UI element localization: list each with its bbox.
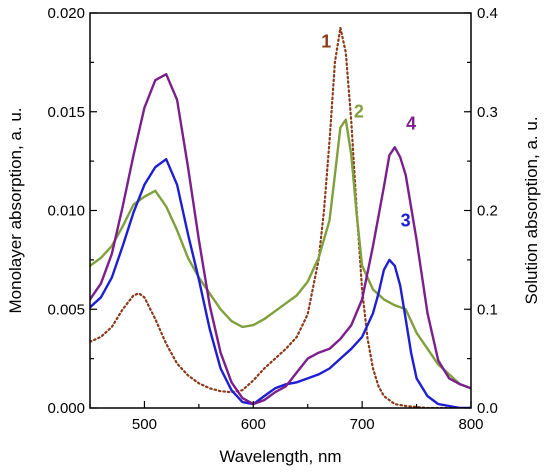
series-line-4: [90, 72, 471, 406]
annotations-layer: 1 2 3 4: [321, 32, 416, 231]
y-right-tick-label: 0.1: [477, 301, 498, 318]
y-right-tick-label: 0.0: [477, 400, 498, 417]
left-y-axis-title: Monolayer absorption, a. u.: [6, 107, 25, 313]
y-left-tick-label: 0.010: [47, 203, 85, 220]
series-line-3: [90, 157, 471, 408]
series-line-2: [90, 118, 471, 390]
x-tick-label: 600: [241, 416, 266, 433]
series-label-3: 3: [401, 210, 411, 230]
ticks-layer: 500 600 700 800 0.000 0.005 0.010 0.015 0.020 0.0…: [47, 5, 497, 433]
x-tick-label: 800: [458, 416, 483, 433]
y-right-tick-label: 0.2: [477, 203, 498, 220]
y-left-tick-label: 0.020: [47, 5, 85, 22]
x-tick-label: 500: [132, 416, 157, 433]
plot-frame: [89, 12, 472, 409]
x-tick-label: 700: [350, 416, 375, 433]
y-left-tick-label: 0.015: [47, 104, 85, 121]
y-right-tick-label: 0.4: [477, 5, 498, 22]
y-right-tick-label: 0.3: [477, 104, 498, 121]
series-line-1: [90, 26, 471, 408]
series-label-2: 2: [354, 102, 364, 122]
right-y-axis-title: Solution absorption, a. u.: [522, 116, 541, 304]
y-left-tick-label: 0.005: [47, 301, 85, 318]
series-label-4: 4: [406, 114, 416, 134]
y-left-tick-label: 0.000: [47, 400, 85, 417]
series-label-1: 1: [321, 32, 331, 52]
x-axis-title: Wavelength, nm: [219, 447, 341, 466]
series-layer: [90, 26, 471, 408]
